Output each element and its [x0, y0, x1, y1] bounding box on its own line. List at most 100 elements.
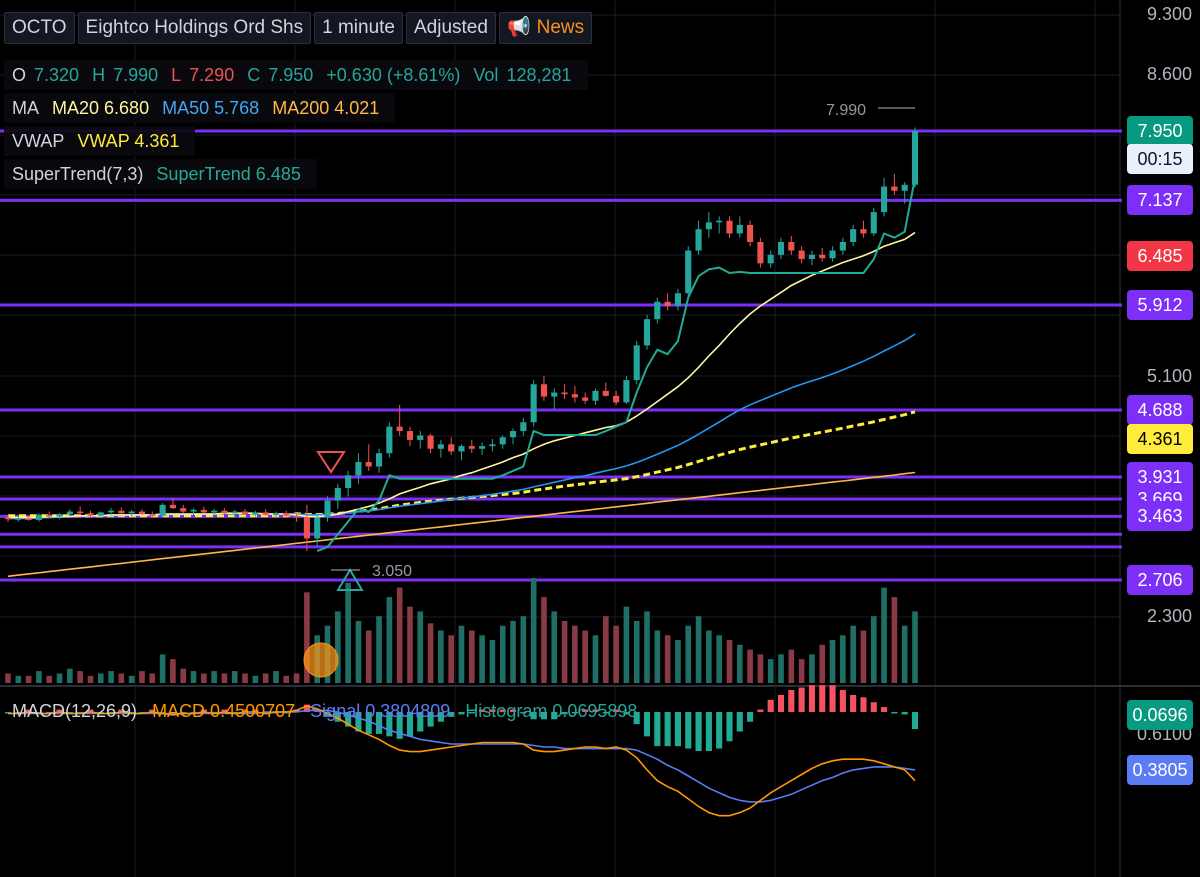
candle-body: [870, 212, 877, 234]
volume-bar: [912, 611, 918, 683]
candle-body: [767, 254, 774, 264]
macd-histogram-bar: [551, 711, 558, 720]
candle-body: [221, 510, 228, 514]
volume-bar: [788, 649, 795, 683]
supertrend-value: SuperTrend 6.485: [156, 164, 301, 184]
candle-body: [643, 319, 651, 346]
candle-body: [46, 514, 53, 517]
candle-body: [66, 511, 73, 515]
candle-body: [200, 509, 207, 513]
candle-body: [551, 392, 558, 397]
macd-histogram-bar: [87, 709, 94, 712]
volume-bar: [716, 635, 722, 683]
volume-bar: [211, 671, 217, 683]
volume-bar: [159, 654, 166, 683]
candle-body: [35, 514, 42, 520]
volume-bar: [819, 644, 826, 683]
macd-histogram-bar: [334, 711, 341, 722]
symbol-ticker[interactable]: OCTO: [4, 12, 75, 44]
macd-histogram-bar: [747, 711, 754, 722]
vwap-legend-row[interactable]: VWAP VWAP 4.361: [4, 126, 196, 156]
macd-histogram-bar: [118, 709, 125, 712]
macd-histogram-bar: [674, 711, 682, 747]
volume-bar: [644, 611, 650, 683]
volume-bar: [252, 675, 259, 683]
ma-legend-row[interactable]: MA MA20 6.680 MA50 5.768 MA200 4.021: [4, 93, 396, 123]
macd-histogram-bar: [808, 685, 815, 712]
price-axis-tick: 8.600: [1146, 64, 1192, 84]
news-button[interactable]: 📢 News: [498, 12, 593, 44]
macd-histogram-bar: [437, 711, 444, 722]
candle-body: [633, 345, 640, 381]
volume-bar: [726, 640, 733, 683]
volume-bar: [479, 635, 485, 683]
candlestick-series: [4, 127, 919, 552]
price-axis-tick: 5.100: [1146, 366, 1192, 386]
volume-bar: [829, 640, 836, 683]
macd-histogram-bar: [860, 697, 867, 712]
volume-bar: [798, 659, 805, 683]
macd-histogram-bar: [695, 711, 702, 752]
volume-bar: [623, 606, 630, 683]
volume-bar: [448, 635, 454, 683]
volume-bar: [273, 671, 279, 683]
volume-bar: [87, 675, 94, 683]
symbol-name[interactable]: Eightco Holdings Ord Shs: [77, 12, 312, 44]
volume-bar: [386, 597, 393, 683]
candle-body: [293, 515, 300, 518]
volume-bar: [870, 616, 877, 683]
interval-button[interactable]: 1 minute: [314, 12, 403, 44]
macd-histogram-bar: [345, 711, 352, 727]
volume-bar: [407, 606, 413, 683]
price-axis-tick: 2.300: [1146, 606, 1192, 626]
macd-value: MACD 0.4500707: [152, 701, 296, 721]
volume-label: Vol: [473, 65, 499, 85]
candle-body: [479, 446, 486, 449]
candle-body: [571, 394, 578, 398]
candle-body: [540, 384, 548, 397]
volume-bar: [561, 620, 568, 683]
candle-body: [272, 513, 280, 515]
macd-histogram-bar: [324, 711, 331, 717]
candle-body: [314, 517, 321, 539]
macd-legend-row[interactable]: MACD(12,26,9) MACD 0.4500707 Signal 0.38…: [4, 697, 655, 725]
macd-histogram-bar: [561, 711, 568, 715]
candle-body: [77, 511, 84, 514]
supertrend-legend-row[interactable]: SuperTrend(7,3) SuperTrend 6.485: [4, 159, 317, 189]
candle-body: [118, 510, 125, 514]
volume-bar: [850, 625, 856, 683]
candle-body: [458, 446, 465, 452]
price-badge: 2.706: [1127, 565, 1193, 595]
volume-bar: [840, 635, 846, 683]
ma20-value: MA20 6.680: [52, 98, 150, 118]
volume-bar: [335, 611, 341, 683]
earnings-icon[interactable]: [303, 642, 339, 678]
volume-bar: [262, 673, 269, 683]
macd-histogram-bar: [406, 711, 414, 737]
candle-body: [499, 437, 506, 445]
sell-signal-marker: [316, 451, 346, 474]
close-value: 7.950: [268, 65, 314, 85]
volume-bar: [221, 673, 228, 683]
macd-histogram-bar: [798, 687, 805, 712]
macd-histogram-bar: [509, 709, 517, 712]
candle-body: [324, 500, 331, 518]
macd-histogram-bar: [592, 709, 599, 712]
adjustment-button[interactable]: Adjusted: [405, 12, 496, 44]
candle-body: [25, 518, 32, 520]
high-value: 7.990: [113, 65, 159, 85]
candle-body: [262, 512, 269, 515]
macd-histogram-bar: [479, 709, 486, 712]
volume-bar: [438, 630, 444, 683]
macd-histogram-bar: [375, 711, 383, 734]
indicator-lines: [7, 177, 916, 578]
volume-bar: [36, 671, 42, 683]
candle-body: [705, 222, 712, 230]
candle-body: [15, 518, 22, 520]
macd-histogram-bar: [654, 711, 661, 747]
volume-bar: [365, 630, 372, 683]
candle-body: [685, 250, 692, 294]
macd-histogram-bar: [448, 711, 455, 717]
candle-body: [602, 390, 609, 396]
